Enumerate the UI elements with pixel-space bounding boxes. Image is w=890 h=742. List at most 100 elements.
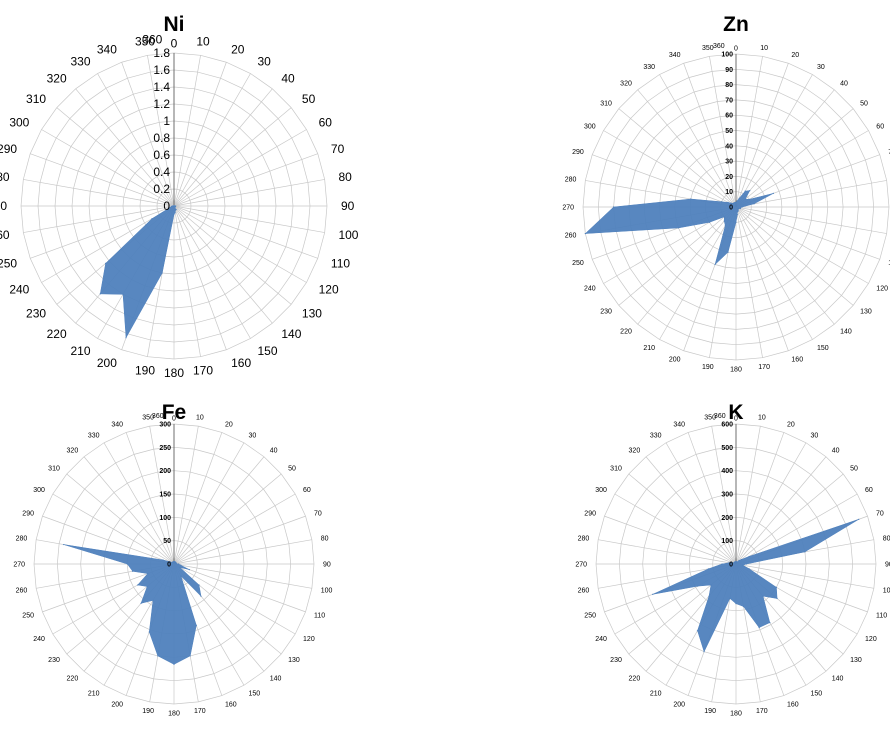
data-point (696, 630, 699, 632)
direction-label: 40 (281, 71, 295, 85)
data-point (708, 595, 710, 597)
grid-spoke (735, 473, 844, 565)
grid-spoke (23, 179, 175, 207)
data-point (180, 575, 182, 577)
grid-spoke (103, 442, 175, 565)
direction-label: 60 (303, 487, 311, 494)
radial-tick-label: 400 (721, 468, 733, 475)
radial-tick-label: 600 (721, 421, 733, 428)
data-point (173, 213, 175, 216)
direction-label: 100 (883, 587, 890, 594)
data-point (776, 597, 778, 600)
data-point (721, 563, 723, 565)
data-point (584, 232, 586, 235)
direction-label: 240 (584, 285, 596, 292)
direction-label: 110 (888, 260, 890, 267)
direction-label: 130 (302, 307, 322, 321)
radial-tick-label: 50 (163, 538, 171, 545)
direction-label: 330 (88, 432, 100, 439)
grid-spoke (709, 56, 737, 208)
data-point (140, 602, 142, 604)
direction-label: 40 (832, 447, 840, 454)
grid-spoke (735, 206, 869, 284)
direction-label: 240 (33, 636, 45, 643)
data-point (148, 631, 150, 633)
grid-spoke (173, 129, 307, 207)
direction-label: 350 (702, 45, 714, 52)
grid-spoke (30, 153, 175, 207)
direction-label: 350 (142, 415, 154, 422)
grid-spoke (173, 515, 306, 565)
direction-label: 120 (865, 636, 877, 643)
direction-label: 10 (760, 45, 768, 52)
radial-tick-label: 200 (159, 468, 171, 475)
direction-label: 250 (0, 256, 17, 270)
direction-label: 290 (584, 510, 596, 517)
grid-spoke (173, 205, 273, 324)
direction-label: 0 (734, 45, 738, 52)
grid-spoke (645, 456, 737, 565)
grid-spoke (173, 442, 245, 565)
grid-spoke (173, 55, 201, 207)
grid-spoke (173, 205, 325, 233)
chart-title: Ni (164, 13, 185, 36)
data-point (697, 585, 699, 587)
direction-label: 350 (704, 415, 716, 422)
direction-label: 190 (702, 364, 714, 371)
data-point (727, 201, 729, 204)
grid-spoke (711, 426, 737, 565)
data-point (749, 189, 751, 192)
direction-label: 260 (565, 233, 577, 240)
grid-spoke (173, 456, 265, 565)
grid-spoke (75, 88, 175, 207)
direction-label: 300 (33, 487, 45, 494)
grid-spoke (735, 206, 835, 325)
data-point (146, 585, 148, 588)
radial-tick-label: 1.6 (153, 63, 170, 77)
data-point (734, 201, 736, 204)
direction-label: 150 (817, 345, 829, 352)
direction-label: 30 (817, 64, 825, 71)
direction-label: 50 (850, 466, 858, 473)
data-point (105, 262, 107, 264)
direction-label: 330 (70, 55, 90, 69)
data-point (652, 593, 654, 595)
direction-label: 70 (888, 149, 890, 156)
grid-spoke (173, 563, 306, 613)
radial-tick-label: 250 (159, 445, 171, 452)
data-point (734, 561, 737, 563)
grid-spoke (735, 56, 763, 208)
data-point (137, 584, 139, 586)
direction-label: 190 (135, 364, 155, 378)
grid-spoke (628, 473, 737, 565)
grid-spoke (735, 563, 868, 613)
data-point (741, 206, 743, 208)
direction-label: 270 (0, 199, 7, 213)
direction-label: 120 (303, 636, 315, 643)
grid-spoke (173, 493, 296, 565)
direction-label: 100 (321, 587, 333, 594)
data-point (731, 561, 733, 564)
grid-spoke (173, 205, 201, 357)
direction-label: 270 (575, 561, 587, 568)
direction-label: 140 (832, 676, 844, 683)
data-point (737, 208, 739, 210)
radar-chart-3: K010020030040050060001020304050607080901… (575, 401, 890, 717)
direction-label: 40 (840, 80, 848, 87)
data-point (173, 663, 175, 665)
grid-spoke (735, 563, 874, 589)
direction-label: 250 (584, 612, 596, 619)
grid-spoke (735, 206, 854, 306)
data-point (736, 561, 738, 563)
radial-tick-label: 1.4 (153, 80, 170, 94)
grid-spoke (121, 62, 175, 207)
radial-tick-label: 200 (721, 515, 733, 522)
grid-spoke (56, 107, 175, 207)
direction-label: 80 (883, 536, 890, 543)
grid-spoke (735, 456, 827, 565)
grid-spoke (173, 563, 245, 686)
grid-spoke (683, 63, 737, 208)
grid-spoke (173, 205, 227, 350)
direction-label: 50 (302, 92, 316, 106)
chart-title: K (728, 401, 743, 424)
